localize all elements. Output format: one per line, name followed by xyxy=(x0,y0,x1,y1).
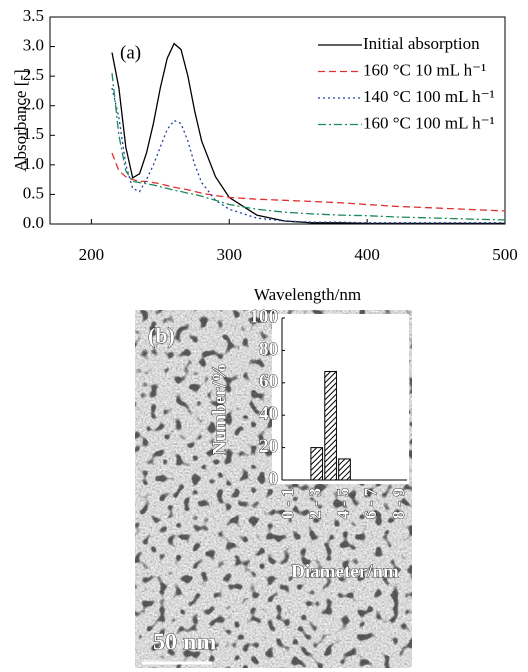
y-tick-label: 80 xyxy=(259,339,278,360)
x-axis-label: Wavelength/nm xyxy=(254,285,361,304)
y-tick-label: 100 xyxy=(250,306,279,327)
scale-bar-label: 50 nm xyxy=(153,630,216,656)
bar xyxy=(310,447,324,481)
y-tick-label: 0.5 xyxy=(23,183,44,202)
x-tick-label: 6 - 7 xyxy=(361,488,380,520)
y-tick-label: 0 xyxy=(269,468,279,489)
y-axis-label: Number/% xyxy=(209,363,230,455)
bar xyxy=(324,370,337,481)
series-line xyxy=(111,152,506,212)
x-tick-label: 400 xyxy=(354,245,380,264)
y-tick-label: 40 xyxy=(259,404,278,425)
x-axis-label: Diameter/nm xyxy=(291,561,399,582)
x-tick-label: 0 - 1 xyxy=(278,488,297,519)
y-tick-label: 3.5 xyxy=(23,6,44,25)
legend-label: 140 °C 100 mL h⁻¹ xyxy=(363,87,495,106)
y-tick-label: 20 xyxy=(259,436,278,457)
panel-label: (b) xyxy=(148,323,175,348)
series-line xyxy=(111,73,506,221)
panel-label: (a) xyxy=(120,42,141,63)
x-tick-label: 8 - 9 xyxy=(389,488,408,519)
plot-frame xyxy=(49,16,506,225)
legend-label: 160 °C 100 mL h⁻¹ xyxy=(363,113,495,132)
y-tick-label: 3.0 xyxy=(23,35,44,54)
x-tick-label: 300 xyxy=(216,245,242,264)
inset-background xyxy=(272,314,409,484)
tem-image xyxy=(135,310,412,668)
series-line xyxy=(111,42,505,225)
bar xyxy=(338,458,351,481)
y-tick-label: 1.0 xyxy=(23,154,44,173)
x-tick-label: 4 - 5 xyxy=(333,488,352,519)
y-tick-label: 1.5 xyxy=(23,124,44,143)
y-tick-label: 2.5 xyxy=(23,65,44,84)
y-tick-label: 60 xyxy=(259,371,278,392)
series-line xyxy=(111,87,505,224)
y-tick-label: 0.0 xyxy=(23,213,44,232)
x-tick-label: 200 xyxy=(79,245,105,264)
x-tick-label: 2 - 3 xyxy=(306,488,325,519)
y-tick-label: 2.0 xyxy=(23,95,44,114)
y-axis-label: Absorbance [-] xyxy=(11,69,30,171)
legend-label: Initial absorption xyxy=(363,34,480,53)
legend-label: 160 °C 10 mL h⁻¹ xyxy=(363,60,486,79)
x-tick-label: 500 xyxy=(492,245,518,264)
